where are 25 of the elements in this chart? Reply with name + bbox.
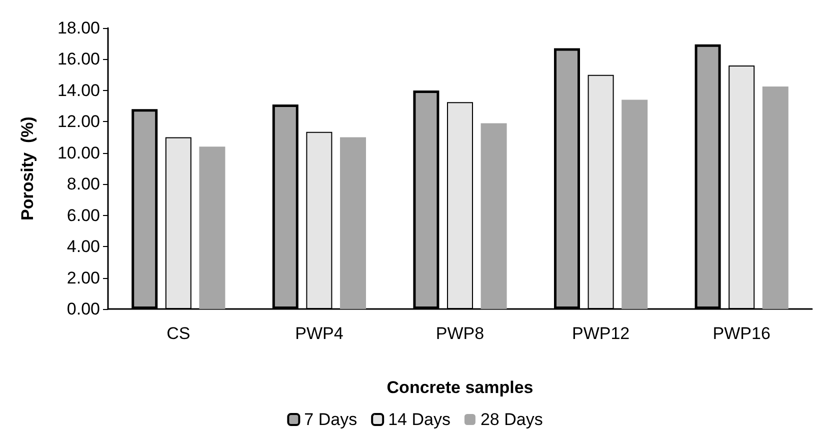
y-tick-label: 18.00 <box>57 18 100 38</box>
y-tick-label: 10.00 <box>57 143 100 162</box>
x-tick-label: CS <box>166 324 190 343</box>
legend-label: 7 Days <box>304 410 358 429</box>
y-tick-label: 6.00 <box>66 206 100 225</box>
y-tick-label: 14.00 <box>57 80 100 100</box>
bar <box>622 100 648 309</box>
x-axis-title: Concrete samples <box>386 378 534 397</box>
x-tick-label: PWP4 <box>295 324 344 343</box>
bar <box>762 86 788 309</box>
x-tick-label: PWP16 <box>712 324 770 343</box>
bar <box>199 146 226 309</box>
y-tick-label: 16.00 <box>57 50 100 69</box>
bar <box>340 137 366 309</box>
legend-label: 14 Days <box>388 410 450 429</box>
x-tick-label: PWP12 <box>572 324 630 343</box>
y-axis-title: Porosity (%) <box>18 116 37 220</box>
y-tick-label: 12.00 <box>57 112 100 132</box>
bar <box>480 123 507 309</box>
y-tick-label: 4.00 <box>66 237 100 256</box>
y-tick-label: 8.00 <box>66 174 100 194</box>
x-tick-label: PWP8 <box>436 324 484 343</box>
legend-label: 28 Days <box>480 410 543 429</box>
y-tick-label: 2.00 <box>66 268 100 288</box>
y-tick-label: 0.00 <box>66 300 100 318</box>
